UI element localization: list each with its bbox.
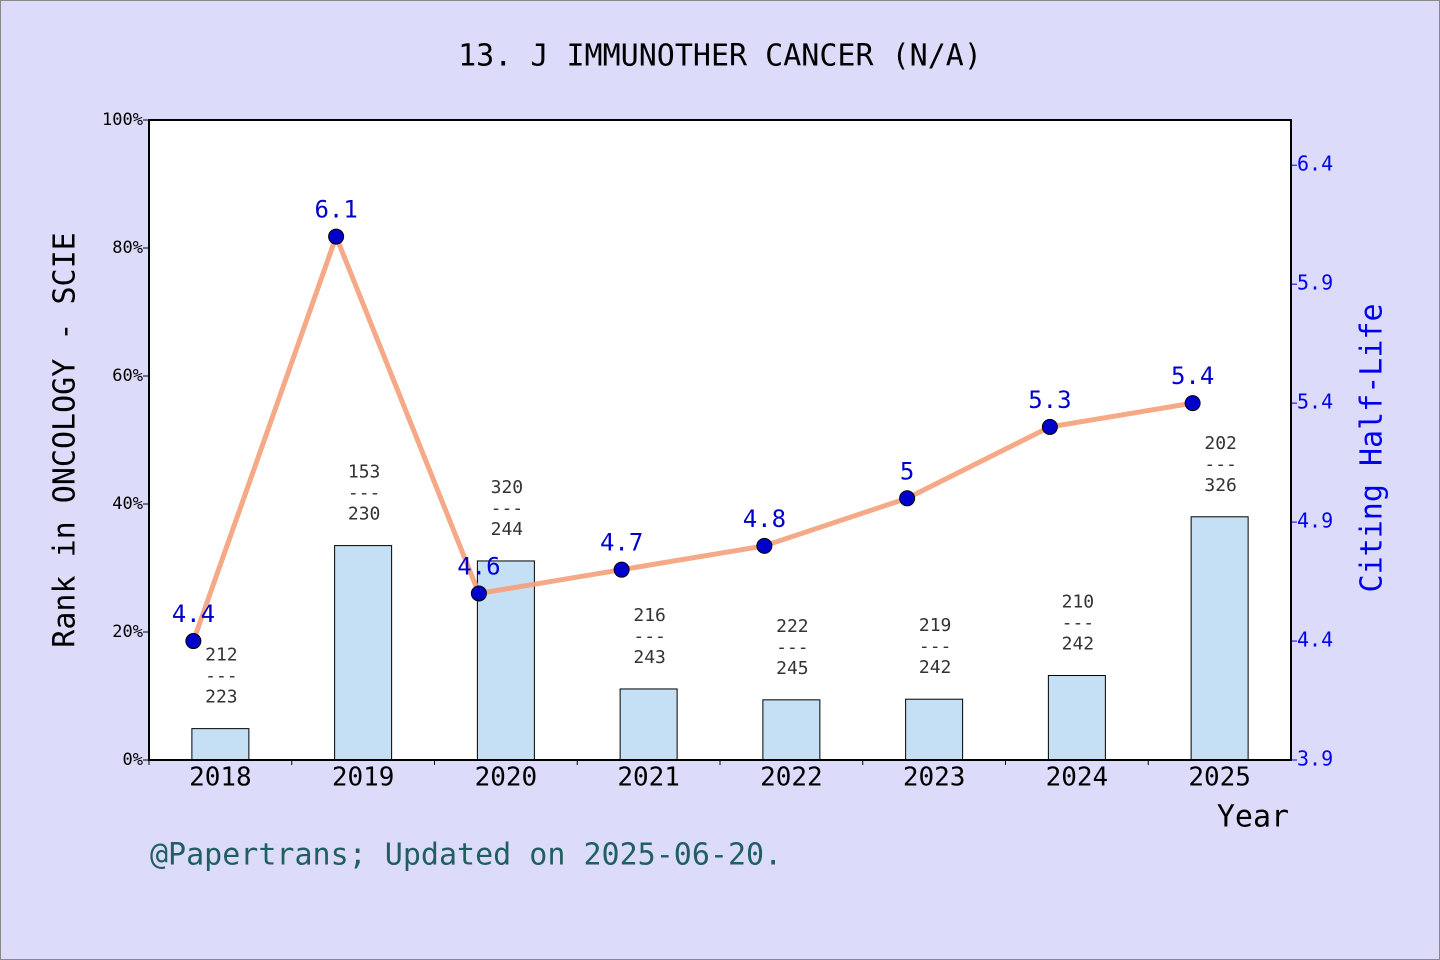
x-tick-label: 2019 (332, 763, 395, 793)
y-tick-label: 40% (112, 494, 143, 514)
rank-label: 223 (205, 687, 238, 708)
chart-title: 13. J IMMUNOTHER CANCER (N/A) (458, 39, 982, 74)
rank-label: 153 (348, 462, 381, 483)
value-label: 5.4 (1171, 362, 1214, 390)
y-tick-label: 0% (123, 750, 143, 770)
y2-tick-label: 4.9 (1297, 509, 1333, 533)
x-tick-label: 2018 (189, 763, 252, 793)
y-axis-label: Rank in ONCOLOGY - SCIE (48, 232, 83, 647)
rank-label: 242 (1062, 634, 1095, 655)
rank-separator: --- (491, 498, 524, 519)
point (185, 633, 202, 650)
x-tick-label: 2025 (1188, 763, 1251, 793)
y2-tick-label: 5.9 (1297, 271, 1333, 295)
y-tick-label: 80% (112, 238, 143, 258)
rank-label: 244 (491, 519, 524, 540)
rank-label: 230 (348, 504, 381, 525)
rank-separator: --- (1062, 613, 1095, 634)
value-label: 5.3 (1028, 386, 1071, 414)
y2-tick-label: 3.9 (1297, 747, 1333, 771)
bar (762, 699, 821, 761)
rank-label: 216 (633, 605, 666, 626)
rank-label: 320 (491, 477, 524, 498)
value-label: 4.8 (743, 505, 786, 533)
y2-tick-label: 6.4 (1297, 152, 1333, 176)
x-tick-label: 2022 (760, 763, 823, 793)
x-tick-label: 2021 (617, 763, 680, 793)
y2-tick-label: 5.4 (1297, 390, 1333, 414)
y-tick-label: 100% (102, 110, 143, 130)
value-label: 5 (900, 457, 914, 485)
bar (905, 698, 964, 761)
value-label: 6.1 (314, 196, 357, 224)
y-tick-label: 20% (112, 622, 143, 642)
rank-separator: --- (1204, 454, 1237, 475)
point (756, 537, 773, 554)
x-tick-label: 2023 (903, 763, 966, 793)
value-label: 4.7 (600, 529, 643, 557)
point (899, 490, 916, 507)
line (191, 229, 1194, 642)
rank-label: 243 (633, 647, 666, 668)
footer: @Papertrans; Updated on 2025-06-20. (150, 838, 782, 873)
rank-separator: --- (348, 483, 381, 504)
rank-separator: --- (205, 666, 238, 687)
rank-label: 242 (919, 657, 952, 678)
rank-label: 326 (1204, 475, 1237, 496)
rank-label: 202 (1204, 433, 1237, 454)
point (1184, 395, 1201, 412)
x-axis-label: Year (1217, 800, 1289, 835)
bar (1047, 675, 1106, 761)
point (613, 561, 630, 578)
rank-label: 219 (919, 615, 952, 636)
bar (334, 545, 393, 761)
y2-axis-label: Citing Half-Life (1355, 304, 1390, 593)
rank-separator: --- (633, 626, 666, 647)
rank-separator: --- (776, 637, 809, 658)
rank-label: 222 (776, 616, 809, 637)
plot-frame (148, 119, 1292, 761)
y2-tick-label: 4.4 (1297, 628, 1333, 652)
rank-label: 245 (776, 658, 809, 679)
point (1041, 418, 1058, 435)
x-tick-label: 2020 (475, 763, 538, 793)
bar (619, 688, 678, 761)
bar (1190, 516, 1249, 761)
value-label: 4.4 (172, 600, 215, 628)
value-label: 4.6 (457, 552, 500, 580)
rank-label: 212 (205, 645, 238, 666)
point (470, 585, 487, 602)
y-tick-label: 60% (112, 366, 143, 386)
bar (191, 728, 250, 761)
rank-separator: --- (919, 636, 952, 657)
point (328, 228, 345, 245)
rank-label: 210 (1062, 592, 1095, 613)
x-tick-label: 2024 (1046, 763, 1109, 793)
